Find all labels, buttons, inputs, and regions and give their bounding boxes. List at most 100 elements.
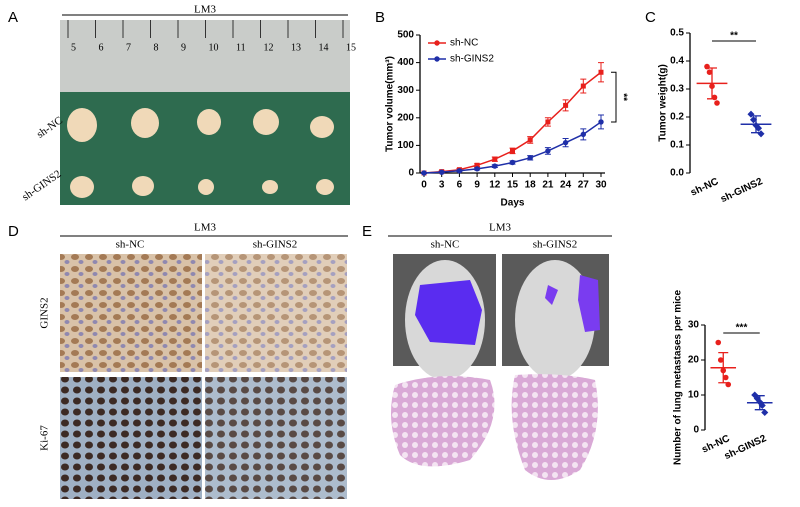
x-tick-label: sh-GINS2 [719, 176, 765, 205]
x-tick-label: 12 [489, 180, 501, 191]
x-tick-label: sh-NC [689, 176, 720, 198]
data-point [749, 116, 758, 124]
data-point [754, 124, 763, 132]
panel-title: LM3 [194, 222, 217, 234]
marker [562, 139, 569, 146]
mouse [515, 260, 595, 380]
ihc-image [60, 254, 202, 372]
marker [598, 119, 604, 125]
marker [492, 156, 498, 162]
legend-label: sh-GINS2 [450, 54, 494, 65]
row-label: GINS2 [39, 297, 51, 328]
y-tick-label: 100 [397, 140, 414, 151]
x-tick-label: 9 [474, 180, 480, 191]
ihc-image [205, 377, 347, 499]
column-label: sh-NC [431, 239, 460, 251]
sd-bar [718, 352, 729, 384]
ihc-image [205, 254, 347, 372]
y-tick-label: 500 [397, 30, 414, 41]
panel-label: E [362, 223, 372, 240]
lung-section [391, 376, 495, 467]
marker [421, 170, 427, 176]
marker [509, 159, 516, 166]
ruler-labels: 5 6 7 8 9 10 11 12 13 14 15 [67, 20, 356, 53]
series-line [423, 121, 602, 174]
y-tick-label: 20 [688, 355, 700, 366]
legend-marker [434, 40, 440, 46]
y-tick-label: 10 [688, 390, 700, 401]
legend-marker [434, 56, 440, 62]
signal [545, 275, 600, 332]
marker [545, 119, 551, 125]
panel-title: LM3 [194, 4, 217, 16]
y-tick-label: 30 [688, 320, 700, 331]
data-point [722, 374, 729, 381]
ihc-image [60, 377, 202, 499]
ruler-label: 6 [99, 42, 104, 53]
marker [492, 163, 498, 169]
x-tick-label: 24 [560, 180, 572, 191]
sd-bar [754, 395, 765, 411]
lung-section [511, 374, 598, 480]
signal [415, 280, 482, 345]
x-tick-label: 15 [507, 180, 519, 191]
ruler-label: 14 [319, 42, 329, 53]
y-tick-label: 0.2 [670, 112, 684, 123]
data-point [706, 69, 713, 75]
marker [527, 137, 533, 143]
marker [439, 169, 445, 175]
panel-title: LM3 [489, 222, 512, 234]
y-tick-label: 0.4 [670, 56, 684, 67]
x-tick-label: 30 [595, 180, 607, 191]
y-tick-label: 0.5 [670, 28, 684, 39]
marker [456, 168, 463, 174]
data-point [761, 408, 769, 417]
column-label: sh-GINS2 [533, 239, 578, 251]
x-tick-label: 3 [439, 180, 445, 191]
annotation: ** [617, 93, 628, 101]
y-axis-label: Number of lung metastases per mice [673, 290, 684, 465]
ruler-label: 7 [126, 42, 131, 53]
y-tick-label: 0 [693, 425, 699, 436]
tumors [67, 108, 334, 198]
annotation: ** [730, 31, 738, 42]
x-tick-label: 21 [542, 180, 554, 191]
series-line [423, 71, 602, 174]
marker [474, 162, 480, 168]
panel-label: A [8, 9, 18, 26]
x-tick-label: 6 [457, 180, 463, 191]
legend-label: sh-NC [450, 38, 478, 49]
panel-label: D [8, 223, 19, 240]
marker [580, 83, 586, 89]
y-tick-label: 0.3 [670, 84, 684, 95]
y-tick-label: 300 [397, 85, 414, 96]
data-point [714, 100, 720, 106]
sd-bar [707, 67, 717, 100]
x-axis-label: Days [501, 198, 525, 209]
marker [580, 131, 586, 138]
marker [563, 102, 569, 108]
annotation: *** [736, 323, 748, 334]
panel-label: C [645, 9, 656, 26]
x-tick-label: 0 [421, 180, 427, 191]
y-axis-label: Tumor weight(g) [658, 64, 669, 142]
bracket [611, 71, 617, 123]
ruler-label: 13 [291, 42, 301, 53]
marker [598, 69, 604, 75]
panel-label: B [375, 9, 385, 26]
ruler-label: 10 [209, 42, 219, 53]
marker [527, 155, 533, 161]
column-label: sh-NC [116, 239, 145, 251]
y-tick-label: 0.1 [670, 140, 684, 151]
data-point [758, 401, 766, 410]
column-label: sh-GINS2 [253, 239, 298, 251]
data-point [715, 339, 722, 346]
ruler-label: 15 [346, 42, 356, 53]
marker [474, 166, 480, 172]
ruler-label: 8 [154, 42, 159, 53]
row-label: Ki-67 [39, 425, 51, 451]
y-axis-label: Tumor volume(mm³) [385, 56, 396, 152]
marker [510, 148, 515, 154]
y-tick-label: 400 [397, 57, 414, 68]
